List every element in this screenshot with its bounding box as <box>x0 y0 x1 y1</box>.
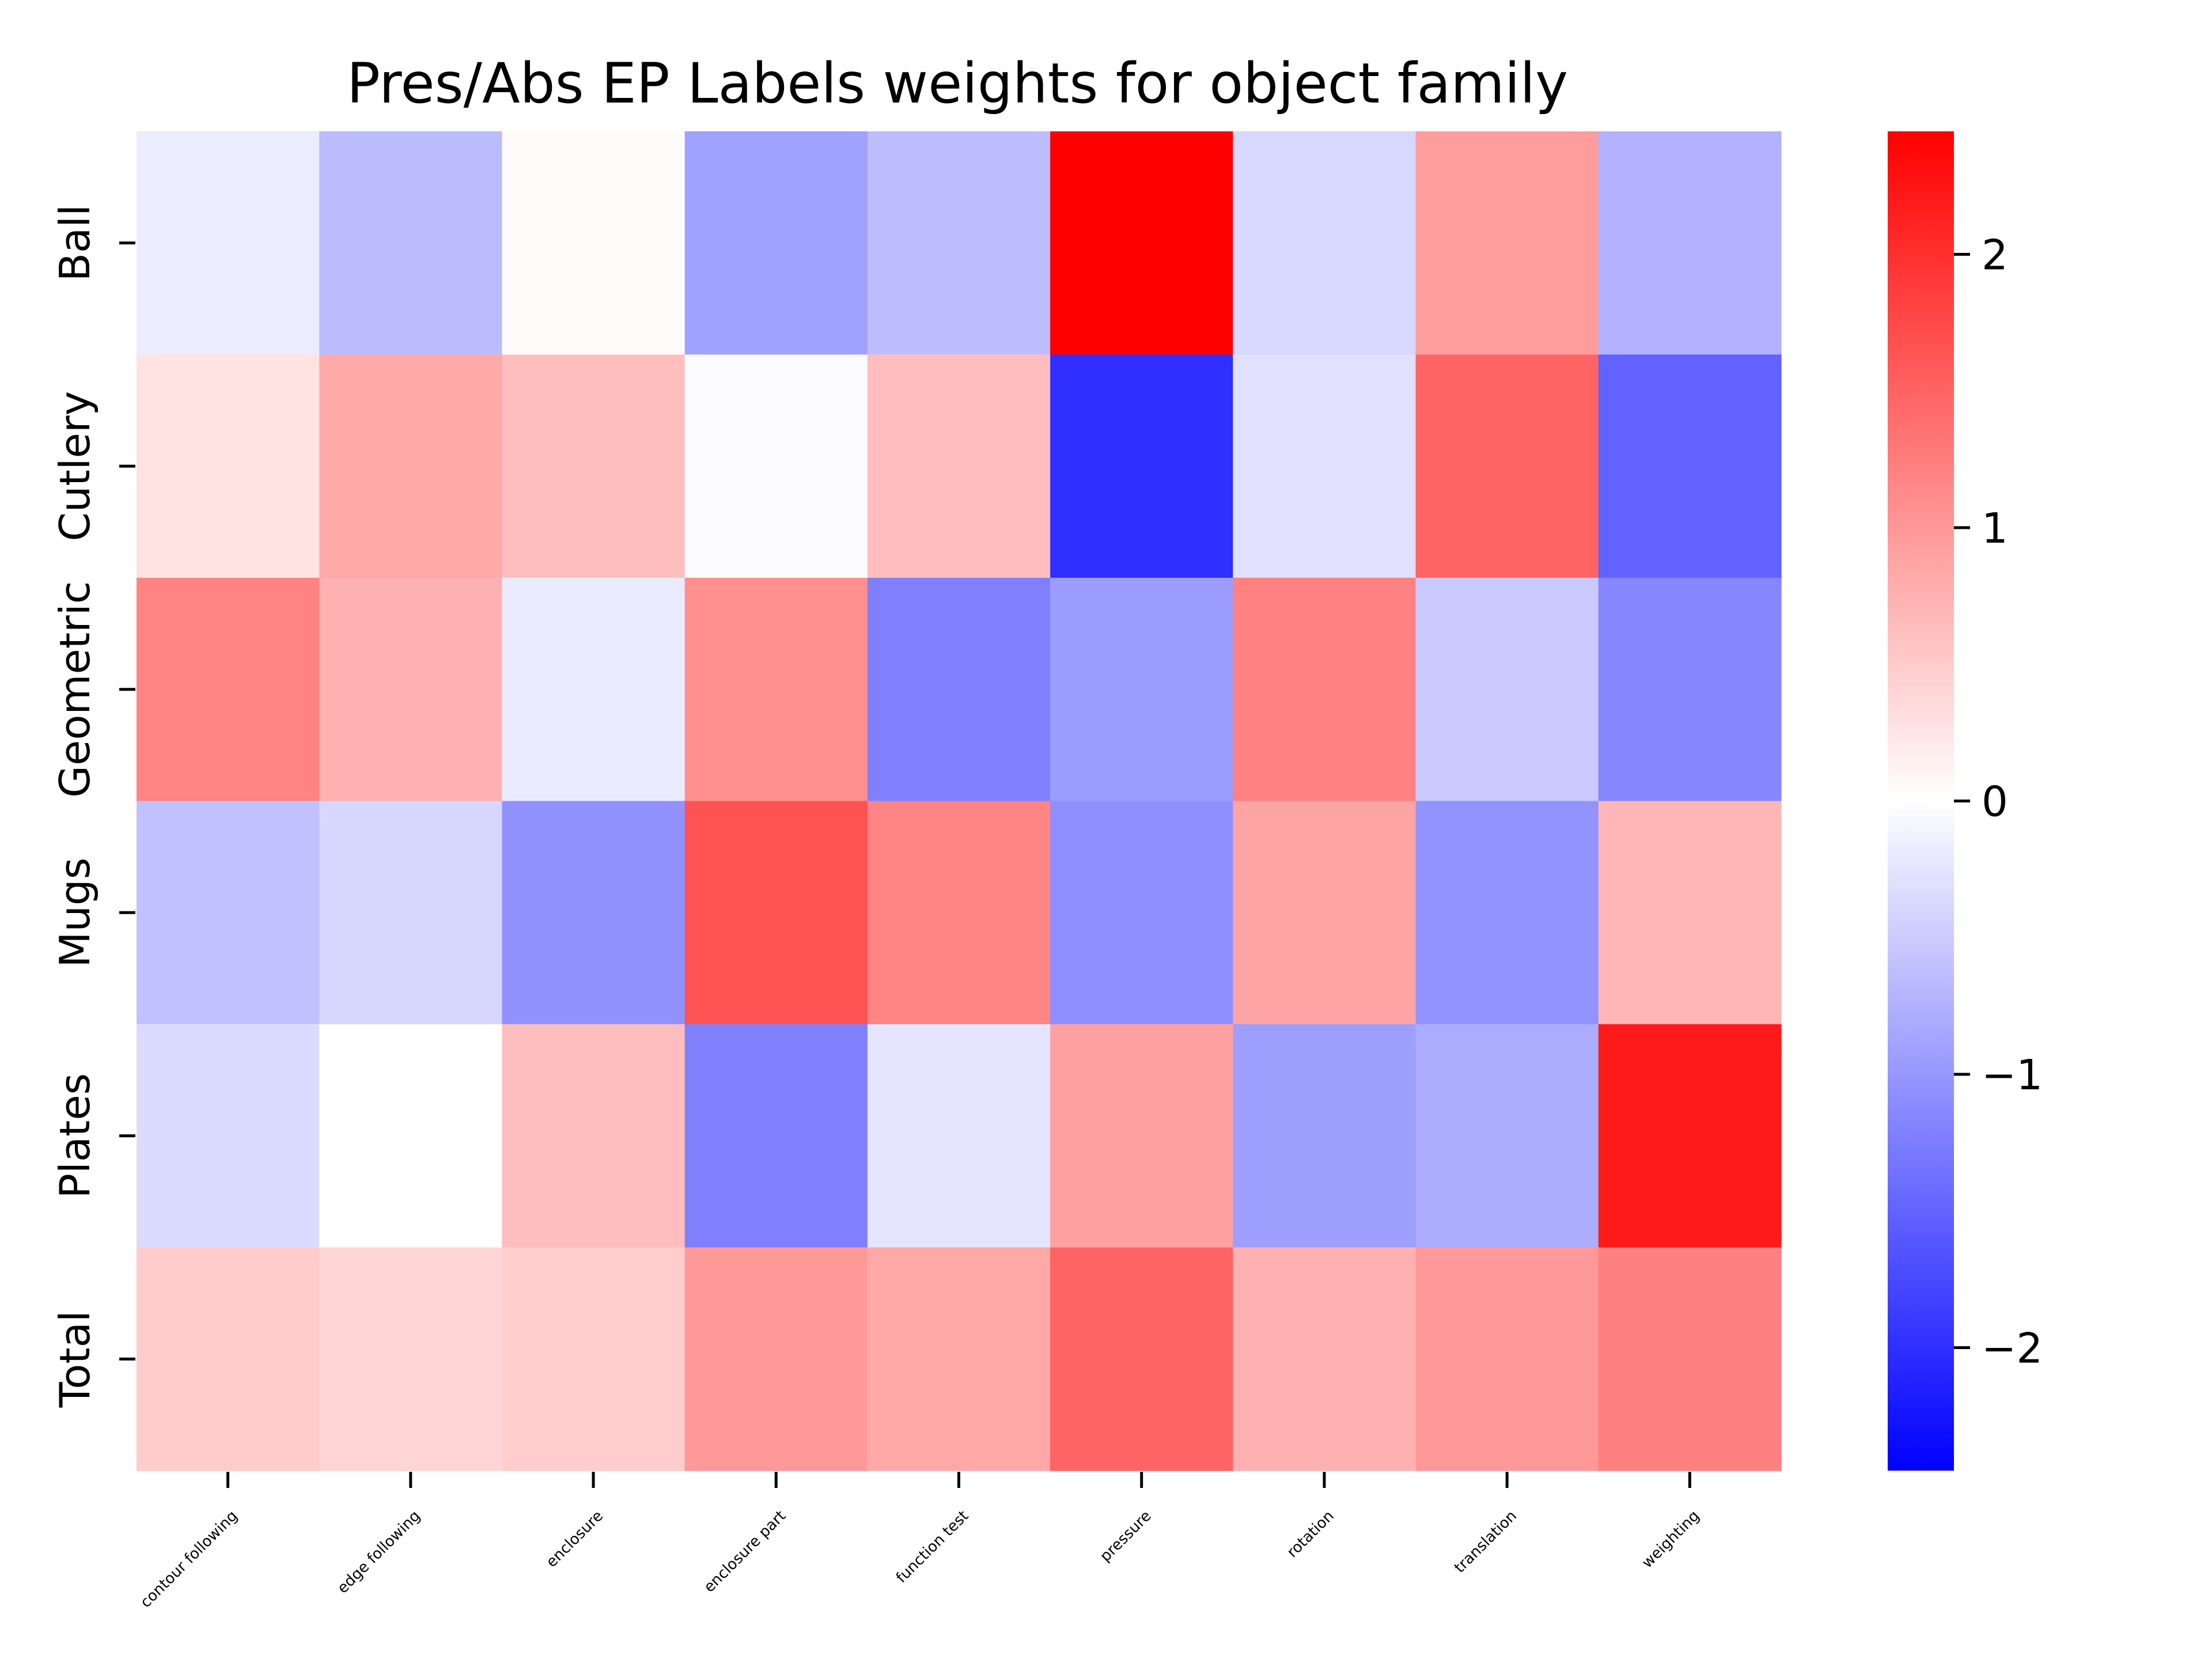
heatmap-cell <box>1415 1024 1599 1248</box>
heatmap-cell <box>867 354 1051 578</box>
heatmap-cell <box>137 131 320 355</box>
heatmap-cell <box>137 801 320 1025</box>
heatmap-cell <box>1598 1024 1782 1248</box>
colorbar-tick-label: 2 <box>1982 231 2008 279</box>
heatmap-cell <box>684 354 868 578</box>
heatmap-cell <box>1415 1247 1599 1471</box>
chart-title: Pres/Abs EP Labels weights for object fa… <box>347 51 1568 116</box>
heatmap-cell <box>1050 354 1233 578</box>
heatmap-cell <box>1050 578 1233 802</box>
heatmap-cell <box>867 131 1051 355</box>
y-tick-label: Total <box>51 1310 99 1408</box>
heatmap-cell <box>1050 1024 1233 1248</box>
colorbar-tick-label: −2 <box>1982 1324 2043 1372</box>
heatmap-cell <box>502 801 685 1025</box>
heatmap-cell <box>1233 578 1416 802</box>
heatmap-cell <box>867 1024 1051 1248</box>
y-tick-label: Geometric <box>51 581 99 798</box>
heatmap-cell <box>502 354 685 578</box>
heatmap-cell <box>1233 801 1416 1025</box>
heatmap-cell <box>684 801 868 1025</box>
heatmap-cell <box>1415 578 1599 802</box>
heatmap-cell <box>1598 578 1782 802</box>
heatmap-cell <box>137 1247 320 1471</box>
y-tick-label: Plates <box>51 1073 99 1199</box>
colorbar-tick-label: −1 <box>1982 1051 2043 1099</box>
heatmap-cell <box>1233 1247 1416 1471</box>
heatmap-cell <box>319 131 503 355</box>
heatmap-cell <box>319 1247 503 1471</box>
heatmap-cell <box>1415 801 1599 1025</box>
heatmap-cell <box>867 1247 1051 1471</box>
heatmap-cell <box>684 1247 868 1471</box>
heatmap-cell <box>502 1024 685 1248</box>
heatmap-cell <box>1598 131 1782 355</box>
colorbar-axis: −2 −1 0 1 2 <box>1954 231 2043 1372</box>
heatmap-cell <box>502 131 685 355</box>
heatmap-cell <box>684 1024 868 1248</box>
heatmap-cell <box>867 801 1051 1025</box>
heatmap-cells <box>137 131 1782 1471</box>
heatmap-cell <box>319 578 503 802</box>
heatmap-cell <box>137 354 320 578</box>
heatmap-cell <box>502 578 685 802</box>
heatmap-cell <box>137 578 320 802</box>
heatmap-cell <box>867 578 1051 802</box>
heatmap-cell <box>1233 354 1416 578</box>
heatmap-cell <box>1415 131 1599 355</box>
heatmap-cell <box>319 801 503 1025</box>
heatmap-cell <box>502 1247 685 1471</box>
colorbar <box>1888 131 1954 1471</box>
heatmap-cell <box>1050 131 1233 355</box>
y-tick-label: Ball <box>51 204 99 282</box>
heatmap-cell <box>1050 1247 1233 1471</box>
heatmap-cell <box>1233 131 1416 355</box>
heatmap-cell <box>319 1024 503 1248</box>
heatmap-cell <box>1598 354 1782 578</box>
heatmap-cell <box>1415 354 1599 578</box>
y-tick-label: Mugs <box>51 858 99 968</box>
colorbar-tick-label: 1 <box>1982 504 2008 552</box>
heatmap-cell <box>684 578 868 802</box>
heatmap-cell <box>319 354 503 578</box>
heatmap-cell <box>1233 1024 1416 1248</box>
heatmap-cell <box>684 131 868 355</box>
y-axis: Ball Cutlery Geometric Mugs Plates Total <box>51 204 135 1408</box>
heatmap-cell <box>137 1024 320 1248</box>
heatmap-cell <box>1598 1247 1782 1471</box>
y-tick-label: Cutlery <box>51 391 99 541</box>
heatmap-cell <box>1598 801 1782 1025</box>
colorbar-tick-label: 0 <box>1982 778 2008 826</box>
heatmap-cell <box>1050 801 1233 1025</box>
